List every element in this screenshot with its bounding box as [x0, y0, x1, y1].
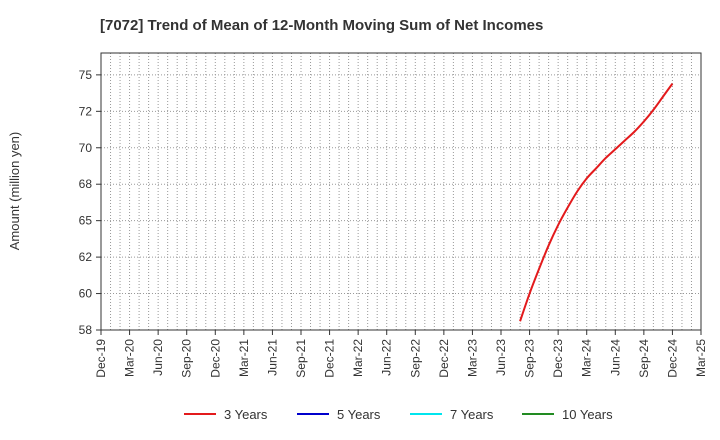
x-tick-label: Mar-23 [465, 339, 479, 377]
legend-label-3-years: 3 Years [224, 407, 268, 422]
x-tick-label: Dec-23 [551, 339, 565, 378]
y-tick-label: 68 [79, 177, 93, 191]
x-tick-label: Sep-22 [408, 339, 422, 378]
plot-area [100, 52, 702, 331]
legend-label-7-years: 7 Years [450, 407, 494, 422]
x-tick-label: Dec-21 [323, 339, 337, 378]
x-tick-label: Jun-24 [608, 339, 622, 376]
x-tick-label: Sep-20 [180, 339, 194, 378]
x-tick-label: Jun-20 [151, 339, 165, 376]
x-tick-label: Sep-23 [523, 339, 537, 378]
legend-label-5-years: 5 Years [337, 407, 381, 422]
y-tick-label: 60 [79, 287, 93, 301]
x-tick-label: Mar-21 [237, 339, 251, 377]
y-ticks: 58 60 62 65 68 70 72 75 [79, 68, 101, 337]
x-ticks: Dec-19 Mar-20 Jun-20 Sep-20 Dec-20 Mar-21 Jun-… [94, 330, 708, 378]
x-tick-label: Sep-24 [637, 339, 651, 378]
y-tick-label: 58 [79, 323, 93, 337]
x-tick-label: Dec-19 [94, 339, 108, 378]
grid [100, 53, 702, 331]
legend: 3 Years 5 Years 7 Years 10 Years [184, 407, 613, 422]
x-tick-label: Jun-23 [494, 339, 508, 376]
x-tick-label: Jun-21 [265, 339, 279, 376]
x-tick-label: Jun-22 [380, 339, 394, 376]
y-tick-label: 72 [79, 104, 93, 118]
series-line-3-years [519, 83, 674, 322]
x-tick-label: Dec-22 [437, 339, 451, 378]
x-tick-label: Dec-24 [665, 339, 679, 378]
y-tick-label: 62 [79, 250, 93, 264]
x-tick-label: Sep-21 [294, 339, 308, 378]
x-tick-label: Mar-22 [351, 339, 365, 377]
legend-label-10-years: 10 Years [562, 407, 613, 422]
x-tick-label: Mar-24 [580, 339, 594, 377]
y-axis-label: Amount (million yen) [7, 132, 22, 251]
series-group [519, 83, 674, 322]
y-tick-label: 75 [79, 68, 93, 82]
x-tick-label: Mar-20 [123, 339, 137, 377]
x-tick-label: Mar-25 [694, 339, 708, 377]
y-tick-label: 65 [79, 214, 93, 228]
chart-title: [7072] Trend of Mean of 12-Month Moving … [100, 17, 543, 34]
x-tick-label: Dec-20 [208, 339, 222, 378]
y-tick-label: 70 [79, 141, 93, 155]
